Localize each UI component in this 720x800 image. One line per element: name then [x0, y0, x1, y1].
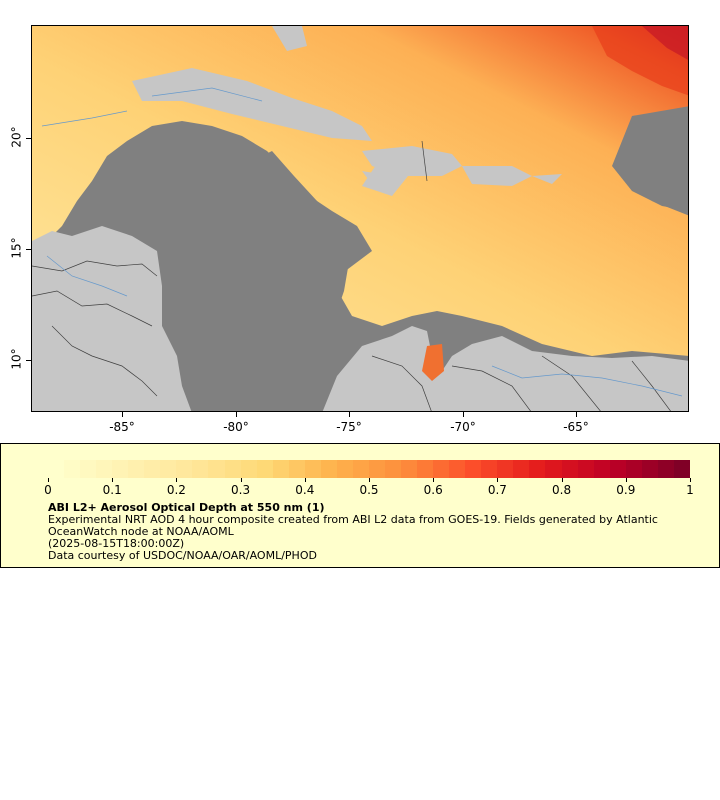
country-borders	[32, 140, 671, 411]
y-tick	[26, 360, 31, 361]
x-axis-label: -85°	[109, 420, 135, 434]
legend-description: Experimental NRT AOD 4 hour composite cr…	[48, 513, 658, 538]
colorbar-tick-label: 0.6	[423, 483, 443, 497]
aerosol-field	[32, 26, 688, 356]
colorbar-segment	[288, 460, 305, 478]
colorbar-tick-label: 0.8	[552, 483, 572, 497]
x-axis-label: -80°	[223, 420, 249, 434]
colorbar-segment	[609, 460, 626, 478]
colorbar-segment	[545, 460, 562, 478]
colorbar-segment	[417, 460, 434, 478]
colorbar-tick-label: 0.9	[616, 483, 636, 497]
colorbar-segment	[352, 460, 369, 478]
legend-panel: ABI L2+ Aerosol Optical Depth at 550 nm …	[0, 443, 720, 568]
colorbar-segment	[481, 460, 498, 478]
legend-credit: Data courtesy of USDOC/NOAA/OAR/AOML/PHO…	[48, 549, 317, 562]
map-panel	[31, 25, 689, 412]
colorbar-segment	[384, 460, 402, 478]
colorbar-tick	[625, 478, 627, 482]
colorbar-segment	[497, 460, 514, 478]
x-axis-label: -70°	[450, 420, 476, 434]
colorbar-segment	[657, 460, 674, 478]
colorbar-segment	[304, 460, 321, 478]
colorbar-tick	[433, 478, 435, 482]
x-axis-label: -65°	[563, 420, 589, 434]
colorbar-segment	[128, 460, 145, 478]
x-tick	[463, 412, 464, 417]
colorbar-segment	[176, 460, 193, 478]
land-central-america	[32, 226, 192, 411]
y-tick	[26, 249, 31, 250]
land-cuba	[132, 68, 372, 141]
colorbar-segment	[529, 460, 546, 478]
colorbar-segment	[593, 460, 610, 478]
rivers	[41, 87, 683, 397]
colorbar-tick	[240, 478, 242, 482]
lake-maracaibo	[422, 344, 444, 381]
colorbar-tick	[304, 478, 306, 482]
colorbar-tick	[369, 478, 370, 482]
colorbar-segment	[336, 460, 353, 478]
colorbar-segment	[449, 460, 466, 478]
colorbar-tick-label: 0.4	[295, 483, 315, 497]
colorbar-tick-label: 1	[686, 483, 694, 497]
y-axis-label: 20°	[9, 126, 24, 148]
y-axis-label: 10°	[9, 348, 24, 370]
colorbar-segment	[320, 460, 337, 478]
colorbar-segment	[272, 460, 289, 478]
colorbar-tick-label: 0.2	[166, 483, 186, 497]
aerosol-map	[32, 26, 688, 411]
x-tick	[576, 412, 577, 417]
colorbar-segment	[48, 460, 65, 478]
colorbar-tick-label: 0.7	[487, 483, 507, 497]
colorbar-segment	[80, 460, 97, 478]
colorbar-segment	[256, 460, 273, 478]
colorbar-segment	[224, 460, 241, 478]
colorbar-segment	[577, 460, 594, 478]
colorbar-segment	[641, 460, 658, 478]
x-tick	[122, 412, 123, 417]
land-south-america	[322, 326, 688, 411]
gulf-no-data	[150, 151, 350, 411]
colorbar-segment	[208, 460, 225, 478]
colorbar-tick	[561, 478, 563, 482]
colorbar-tick	[112, 478, 114, 482]
colorbar-segment	[465, 460, 482, 478]
colorbar-segment	[240, 460, 257, 478]
colorbar-segment	[625, 460, 642, 478]
y-tick	[26, 138, 31, 139]
colorbar-tick	[176, 478, 178, 482]
colorbar-segment	[401, 460, 418, 478]
colorbar-segment	[561, 460, 578, 478]
colorbar-tick-label: 0.3	[231, 483, 251, 497]
colorbar-segment	[433, 460, 450, 478]
colorbar-segment	[368, 460, 385, 478]
legend-timestamp: (2025-08-15T18:00:00Z)	[48, 537, 185, 550]
colorbar-segment	[64, 460, 81, 478]
colorbar-segment	[673, 460, 690, 478]
colorbar-segment	[96, 460, 113, 478]
colorbar-segment	[513, 460, 530, 478]
y-axis-label: 15°	[9, 237, 24, 259]
colorbar-tick-label: 0	[44, 483, 52, 497]
colorbar-tick	[48, 478, 49, 482]
colorbar-tick-label: 0.5	[359, 483, 379, 497]
colorbar-tick	[497, 478, 499, 482]
colorbar-segment	[192, 460, 209, 478]
x-tick	[236, 412, 237, 417]
x-axis-label: -75°	[336, 420, 362, 434]
colorbar-segment	[144, 460, 161, 478]
x-tick	[349, 412, 350, 417]
colorbar-segment	[160, 460, 177, 478]
colorbar-tick-label: 0.1	[102, 483, 122, 497]
colorbar-segment	[112, 460, 129, 478]
colorbar	[48, 460, 690, 478]
legend-title: ABI L2+ Aerosol Optical Depth at 550 nm …	[48, 501, 325, 514]
colorbar-tick	[690, 478, 691, 482]
